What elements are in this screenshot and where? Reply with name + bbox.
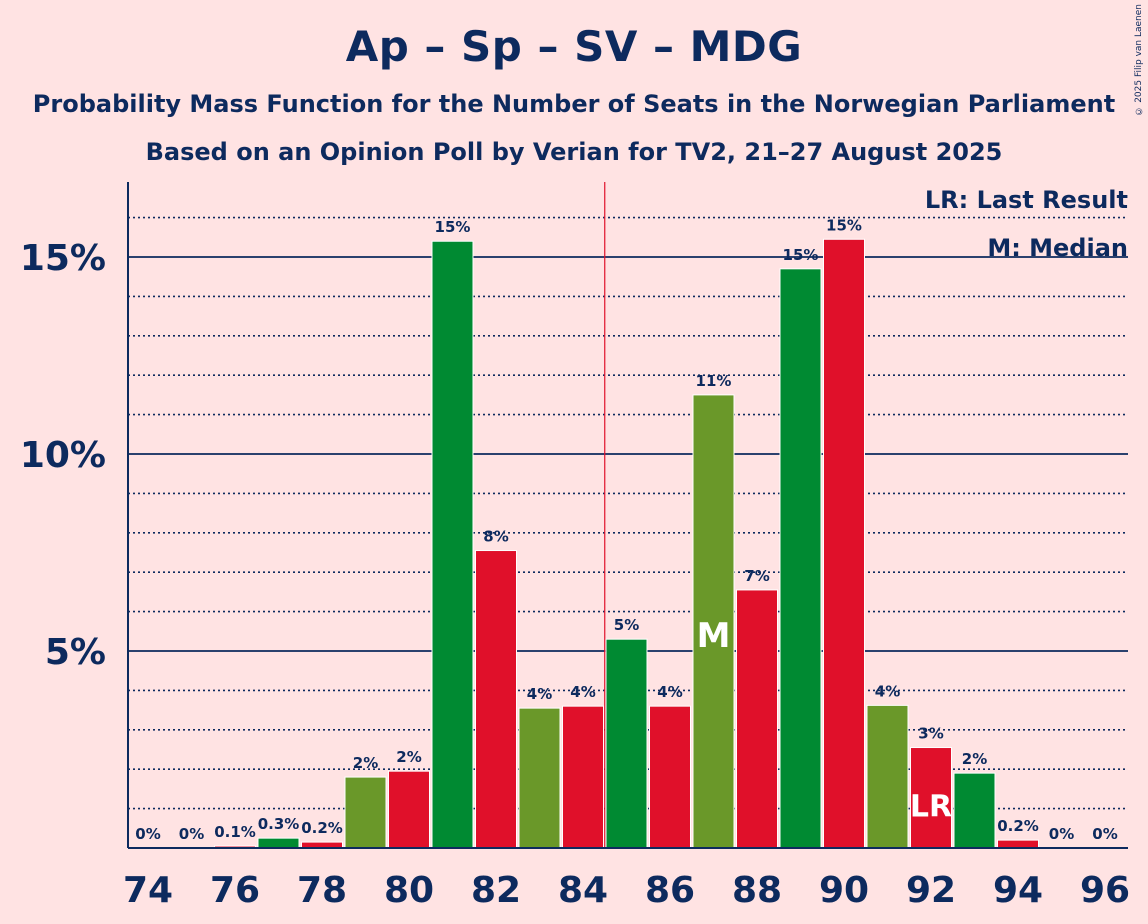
bar-label-seat-93: 2%: [962, 750, 987, 768]
x-tick-label-76: 76: [210, 870, 260, 911]
bar-label-seat-89: 15%: [783, 246, 819, 264]
bar-label-seat-90: 15%: [826, 216, 862, 234]
last-result-marker: LR: [910, 790, 952, 825]
bar-seat-77: [257, 837, 300, 849]
bar-seat-80: [388, 770, 430, 849]
x-tick-label-78: 78: [297, 870, 347, 911]
bar-seat-88: [736, 589, 778, 849]
bar-label-seat-92: 3%: [918, 725, 943, 743]
bar-seat-82: [475, 550, 517, 849]
bar-label-seat-84: 4%: [570, 683, 595, 701]
x-tick-label-82: 82: [471, 870, 521, 911]
x-tick-label-90: 90: [819, 870, 869, 911]
bar-label-seat-95: 0%: [1049, 825, 1074, 843]
y-tick-label-15: 15%: [20, 238, 106, 279]
bar-label-seat-83: 4%: [527, 685, 552, 703]
bar-label-seat-75: 0%: [179, 825, 204, 843]
bar-label-seat-94: 0.2%: [997, 817, 1039, 835]
legend-median: M: Median: [987, 234, 1128, 262]
bar-seat-90: [823, 238, 865, 849]
bar-seat-93: [953, 772, 996, 849]
bar-seat-84: [562, 705, 604, 849]
axes-group: [127, 182, 1128, 849]
x-tick-label-92: 92: [906, 870, 956, 911]
bar-seat-79: [344, 776, 387, 849]
chart-subtitle-2: Based on an Opinion Poll by Verian for T…: [145, 138, 1003, 166]
bar-label-seat-88: 7%: [744, 567, 769, 585]
bar-label-seat-74: 0%: [135, 825, 160, 843]
bar-seat-86: [649, 705, 691, 849]
bar-seat-83: [518, 707, 561, 849]
bar-seat-94: [997, 839, 1039, 849]
x-tick-label-86: 86: [645, 870, 695, 911]
legend-last-result: LR: Last Result: [924, 186, 1128, 214]
bar-label-seat-87: 11%: [696, 372, 732, 390]
x-tick-label-74: 74: [123, 870, 173, 911]
bar-seat-87: [692, 394, 735, 849]
bar-seat-91: [866, 704, 909, 849]
bar-seat-85: [605, 638, 648, 849]
labels-group: 5%10%15%0% 0% 0.1% 0.3% 0.2%2% 2%15%8%4% 4%5%4…: [20, 216, 1130, 911]
bar-label-seat-91: 4%: [875, 682, 900, 700]
y-tick-label-10: 10%: [20, 435, 106, 476]
bar-label-seat-81: 15%: [435, 218, 471, 236]
bar-label-seat-96: 0%: [1092, 825, 1117, 843]
chart-title: Ap – Sp – SV – MDG: [345, 22, 803, 71]
x-tick-label-94: 94: [993, 870, 1043, 911]
bar-label-seat-79: 2%: [353, 754, 378, 772]
bar-seat-89: [779, 268, 822, 849]
bar-label-seat-78: 0.2%: [301, 819, 343, 837]
bar-label-seat-80: 2%: [396, 748, 421, 766]
x-tick-label-84: 84: [558, 870, 608, 911]
bar-label-seat-77: 0.3%: [258, 815, 300, 833]
median-marker: M: [697, 616, 731, 656]
bar-label-seat-76: 0.1%: [214, 823, 256, 841]
bar-seat-81: [431, 240, 474, 849]
bar-label-seat-82: 8%: [483, 528, 508, 546]
x-tick-label-80: 80: [384, 870, 434, 911]
x-tick-label-88: 88: [732, 870, 782, 911]
bar-label-seat-86: 4%: [657, 683, 682, 701]
x-tick-label-96: 96: [1080, 870, 1130, 911]
bar-label-seat-85: 5%: [614, 616, 639, 634]
bar-seat-92: [910, 747, 952, 849]
bars-group: [214, 238, 1039, 849]
y-tick-label-5: 5%: [45, 632, 106, 673]
chart-subtitle-1: Probability Mass Function for the Number…: [32, 90, 1116, 118]
